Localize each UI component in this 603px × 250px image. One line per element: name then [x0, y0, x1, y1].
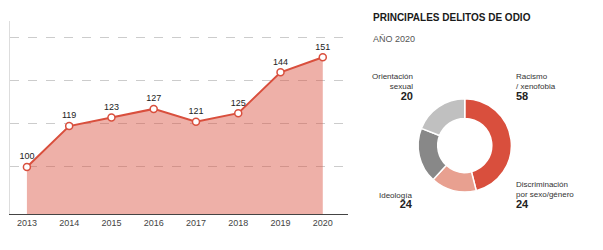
- svg-text:Ideología24: Ideología24: [379, 191, 413, 210]
- svg-text:151: 151: [315, 42, 330, 52]
- svg-text:121: 121: [188, 106, 203, 116]
- svg-text:2014: 2014: [59, 218, 79, 228]
- svg-text:2020: 2020: [313, 218, 333, 228]
- svg-text:100: 100: [19, 151, 34, 161]
- svg-text:2019: 2019: [270, 218, 290, 228]
- svg-text:127: 127: [146, 93, 161, 103]
- svg-text:2015: 2015: [101, 218, 121, 228]
- svg-text:2017: 2017: [186, 218, 206, 228]
- svg-text:Racismo/ xenofobia58: Racismo/ xenofobia58: [516, 72, 556, 102]
- svg-text:119: 119: [62, 110, 76, 120]
- svg-text:123: 123: [104, 102, 119, 112]
- svg-text:AÑO 2020: AÑO 2020: [373, 34, 415, 44]
- svg-text:125: 125: [231, 98, 246, 108]
- svg-text:2016: 2016: [144, 218, 164, 228]
- svg-text:Discriminaciónpor sexo/género2: Discriminaciónpor sexo/género24: [516, 180, 574, 210]
- svg-text:2018: 2018: [228, 218, 248, 228]
- svg-text:PRINCIPALES DELITOS DE ODIO: PRINCIPALES DELITOS DE ODIO: [373, 12, 531, 23]
- svg-text:144: 144: [273, 57, 288, 67]
- svg-text:Orientaciónsexual20: Orientaciónsexual20: [372, 72, 413, 102]
- svg-text:2013: 2013: [17, 218, 37, 228]
